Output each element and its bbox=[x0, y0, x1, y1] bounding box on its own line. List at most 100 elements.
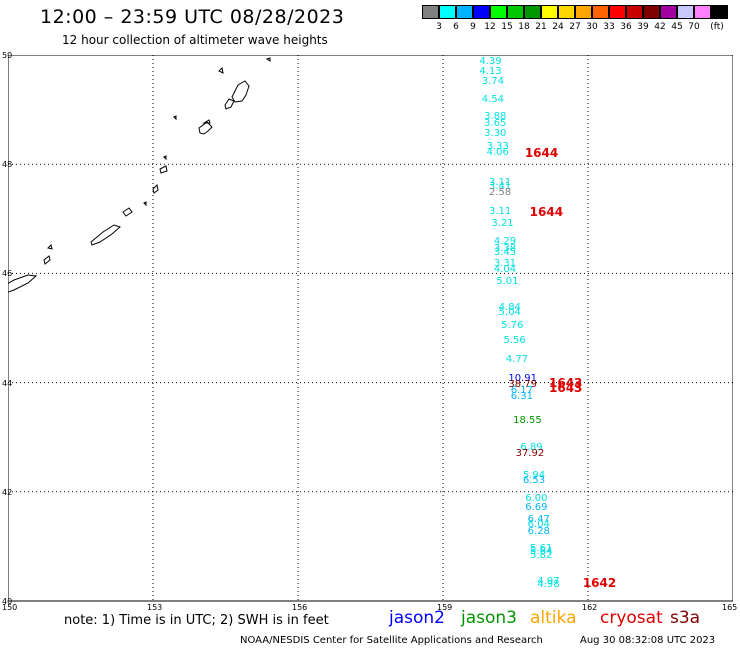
color-swatch bbox=[422, 5, 439, 19]
color-swatch bbox=[609, 5, 626, 19]
wave-height-value: 3.41 bbox=[489, 181, 512, 193]
island-shumshu bbox=[202, 119, 211, 124]
wave-height-value: 6.47 bbox=[527, 514, 550, 526]
island-paramushir bbox=[43, 255, 51, 265]
wave-height-value: 5.82 bbox=[530, 549, 553, 561]
wave-height-value: 3.11 bbox=[489, 206, 512, 218]
longitude-label: 153 bbox=[147, 603, 163, 612]
pass-time-label: 1643 bbox=[549, 375, 583, 390]
latitude-label: 48 bbox=[2, 160, 13, 170]
wave-height-value: 4.39 bbox=[479, 56, 502, 68]
latitude-label: 46 bbox=[2, 269, 13, 279]
longitude-label: 150 bbox=[2, 603, 18, 612]
wave-height-value: 4.54 bbox=[481, 93, 505, 105]
island-atlasov bbox=[224, 98, 235, 110]
wave-height-map[interactable]: 4.39 4.13 3.74 4.54 3.88 3.65 3.30 3.33 4.06 3.11… bbox=[8, 55, 733, 603]
color-swatch bbox=[677, 5, 694, 19]
satellite-legend-jason2: jason2 bbox=[389, 608, 445, 628]
color-scale-label: 12 bbox=[484, 22, 496, 32]
island-onnekotan-n bbox=[173, 115, 177, 121]
island-urup bbox=[90, 224, 121, 246]
wave-height-value: 3.38 bbox=[493, 243, 517, 255]
wave-height-value: 4.13 bbox=[479, 65, 502, 77]
latitude-label: 44 bbox=[2, 378, 13, 388]
chart-subtitle: 12 hour collection of altimeter wave hei… bbox=[62, 33, 328, 47]
island-far-n bbox=[265, 57, 271, 62]
map-frame bbox=[8, 55, 733, 602]
color-swatch bbox=[490, 5, 507, 19]
island-ekarma bbox=[163, 155, 167, 161]
wave-height-value: 3.31 bbox=[493, 258, 517, 270]
island-simushir bbox=[122, 207, 133, 217]
longitude-label: 156 bbox=[292, 603, 308, 612]
wave-height-value: 6.00 bbox=[525, 493, 548, 505]
color-scale-label: 6 bbox=[453, 22, 459, 32]
wave-height-value: 4.97 bbox=[537, 575, 560, 587]
footer-timestamp: Aug 30 08:32:08 UTC 2023 bbox=[580, 635, 716, 646]
wave-height-value: 5.01 bbox=[496, 276, 519, 288]
color-scale-label: 70 bbox=[688, 22, 700, 32]
wave-height-value: 3.45 bbox=[493, 247, 517, 259]
wave-height-value: 5.94 bbox=[522, 469, 546, 481]
wave-height-value: 5.61 bbox=[530, 542, 553, 554]
wave-height-value: 5.64 bbox=[530, 546, 553, 558]
color-swatch bbox=[575, 5, 592, 19]
latitude-label: 42 bbox=[2, 487, 13, 497]
color-scale-label: 45 bbox=[671, 22, 683, 32]
wave-height-value: 6.28 bbox=[527, 526, 550, 538]
color-scale-label: 24 bbox=[552, 22, 564, 32]
chart-title: 12:00 – 23:59 UTC 08/28/2023 bbox=[40, 6, 345, 28]
island-onekotan bbox=[47, 244, 53, 250]
color-swatch bbox=[592, 5, 609, 19]
wave-height-value: 4.29 bbox=[493, 235, 517, 247]
color-swatch bbox=[456, 5, 473, 19]
color-scale-label: 36 bbox=[620, 22, 632, 32]
island-kamchatka-s bbox=[231, 80, 250, 103]
wave-height-value: 6.17 bbox=[510, 384, 534, 396]
wave-height-value: 3.30 bbox=[484, 127, 507, 139]
color-swatch bbox=[473, 5, 490, 19]
satellite-legend-altika: altika bbox=[530, 608, 577, 628]
color-swatch bbox=[524, 5, 541, 19]
longitude-label: 165 bbox=[722, 603, 738, 612]
island-paramushir-n bbox=[198, 121, 213, 135]
wave-height-value: 4.98 bbox=[537, 578, 560, 590]
wave-height-value: 37.92 bbox=[515, 447, 545, 459]
wave-height-value: 3.21 bbox=[491, 218, 514, 230]
wave-height-value: 4.77 bbox=[505, 354, 529, 366]
satellite-legend-s3a: s3a bbox=[670, 608, 701, 628]
color-swatch bbox=[643, 5, 660, 19]
wave-height-value: 6.69 bbox=[525, 502, 548, 514]
color-scale-label: 18 bbox=[518, 22, 530, 32]
color-scale-label: 27 bbox=[569, 22, 581, 32]
wave-height-value: 10.91 bbox=[508, 372, 537, 384]
longitude-label: 162 bbox=[582, 603, 598, 612]
island-shiashkotan bbox=[159, 165, 168, 174]
color-scale-label: 21 bbox=[535, 22, 547, 32]
wave-height-value: 5.04 bbox=[498, 306, 521, 318]
color-scale-label: (ft) bbox=[710, 22, 724, 32]
island-kamchatka-tip bbox=[8, 274, 38, 293]
wave-height-value: 3.88 bbox=[484, 110, 507, 122]
coastline bbox=[8, 57, 271, 293]
wave-height-value: 38.79 bbox=[508, 378, 537, 390]
color-swatch bbox=[507, 5, 524, 19]
wave-height-value: 2.58 bbox=[489, 187, 512, 199]
color-swatch bbox=[711, 5, 728, 19]
wave-height-value: 4.04 bbox=[493, 264, 517, 276]
color-swatch bbox=[694, 5, 711, 19]
wave-height-value: 5.56 bbox=[503, 335, 526, 347]
color-swatch bbox=[660, 5, 677, 19]
pass-time-label: 1643 bbox=[549, 381, 583, 396]
wave-height-value: 6.53 bbox=[522, 474, 546, 486]
color-scale-label: 30 bbox=[586, 22, 598, 32]
footer-credit: NOAA/NESDIS Center for Satellite Applica… bbox=[240, 635, 543, 646]
wave-height-value: 6.04 bbox=[527, 519, 550, 531]
color-scale-label: 9 bbox=[470, 22, 476, 32]
wave-height-value: 3.33 bbox=[486, 141, 509, 153]
color-swatch bbox=[439, 5, 456, 19]
map-canvas bbox=[8, 55, 733, 602]
wave-height-value: 18.55 bbox=[513, 414, 542, 426]
color-swatch bbox=[626, 5, 643, 19]
color-swatch bbox=[541, 5, 558, 19]
